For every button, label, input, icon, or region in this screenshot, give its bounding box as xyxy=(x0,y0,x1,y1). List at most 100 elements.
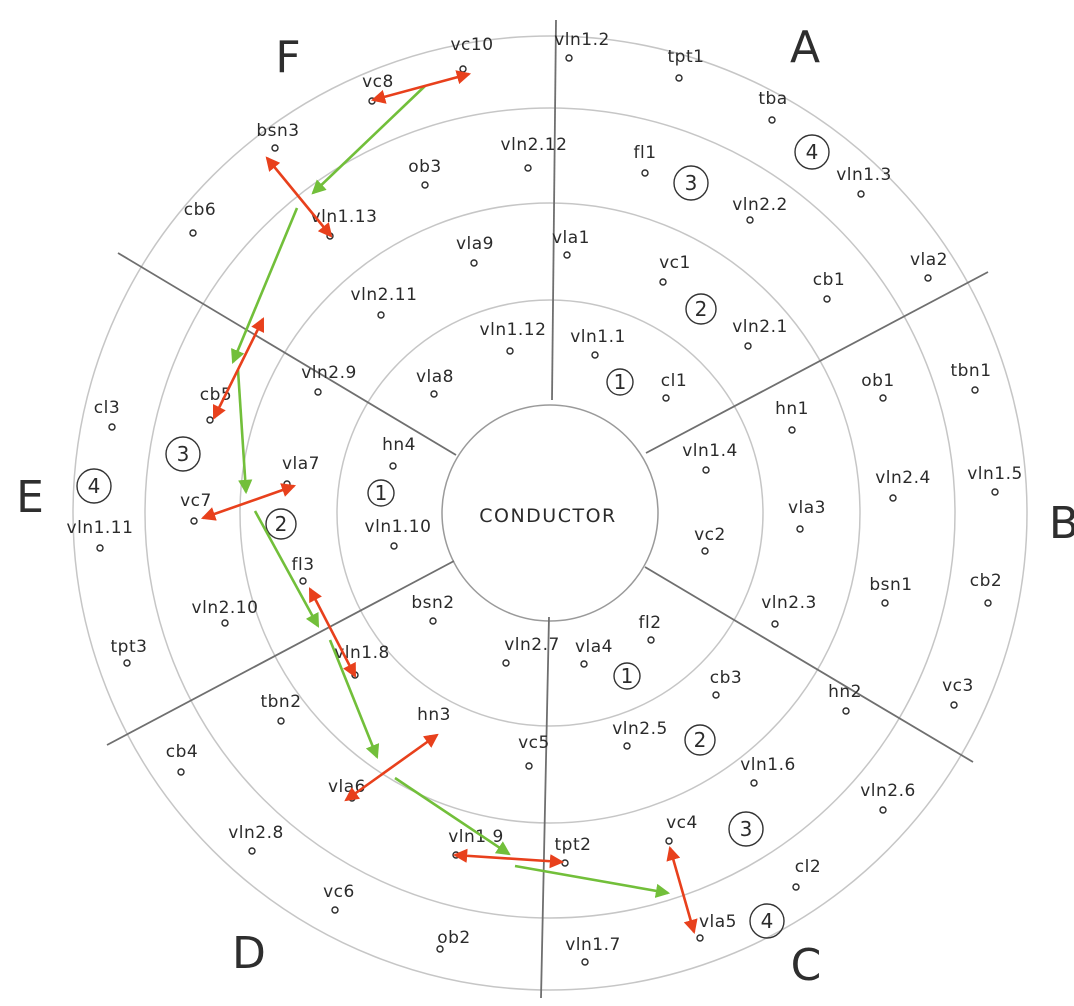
player-label: tpt3 xyxy=(111,637,148,657)
player-label: vln2.4 xyxy=(875,468,931,488)
player-vla7: vla7 xyxy=(282,454,320,488)
ring-numbers: 1 2 3 4 1 2 3 4 1 2 3 4 xyxy=(76,134,830,939)
seat-marker xyxy=(506,347,514,355)
player-label: vln2.11 xyxy=(351,285,418,305)
svg-text:4: 4 xyxy=(761,909,774,933)
player-label: vla4 xyxy=(575,637,613,657)
seat-marker xyxy=(971,386,979,394)
player-label: bsn2 xyxy=(411,593,454,613)
ring-outer xyxy=(72,35,1028,991)
svg-text:3: 3 xyxy=(740,817,753,841)
seat-marker xyxy=(879,806,887,814)
seat-marker xyxy=(108,423,116,431)
player-vln2-9: vln2.9 xyxy=(301,363,357,396)
player-label: vc5 xyxy=(518,733,550,753)
ring-number-e1: 1 xyxy=(367,479,395,507)
svg-text:2: 2 xyxy=(695,297,708,321)
seat-marker xyxy=(768,116,776,124)
seat-marker xyxy=(271,144,279,152)
svg-text:1: 1 xyxy=(621,664,634,688)
player-label: vc8 xyxy=(362,72,394,92)
player-label: vln1.12 xyxy=(480,320,547,340)
seat-marker xyxy=(701,547,709,555)
player-label: bsn3 xyxy=(256,121,299,141)
section-letter-f: F xyxy=(275,32,300,83)
player-label: vln1.10 xyxy=(365,517,432,537)
player-cl2: cl2 xyxy=(792,857,821,891)
section-letters: A B C D E F xyxy=(16,22,1074,991)
player-ob1: ob1 xyxy=(861,371,895,402)
seat-marker xyxy=(580,660,588,668)
player-label: vla9 xyxy=(456,234,494,254)
player-cb2: cb2 xyxy=(970,571,1002,607)
seat-marker xyxy=(248,847,256,855)
player-label: vln2.9 xyxy=(301,363,357,383)
divider-lower-left xyxy=(106,560,455,746)
player-cb1: cb1 xyxy=(813,270,845,303)
player-label: vln1.6 xyxy=(740,755,796,775)
swap-arrow xyxy=(370,70,472,104)
seat-marker xyxy=(581,958,589,966)
player-bsn1: bsn1 xyxy=(869,575,912,607)
player-label: ob1 xyxy=(861,371,895,391)
player-hn1: hn1 xyxy=(775,399,809,434)
swap-arrow xyxy=(212,317,265,420)
player-label: vc4 xyxy=(666,813,698,833)
player-vln1-4: vln1.4 xyxy=(682,441,737,474)
seat-marker xyxy=(525,762,533,770)
player-label: fl3 xyxy=(291,555,314,575)
seat-marker xyxy=(881,599,889,607)
player-bsn3: bsn3 xyxy=(256,121,299,152)
player-label: vla3 xyxy=(788,498,826,518)
seat-marker xyxy=(314,388,322,396)
divider-upper-left xyxy=(117,252,457,456)
player-vln1-12: vln1.12 xyxy=(480,320,547,355)
player-vla5: vla5 xyxy=(696,912,737,942)
seat-marker xyxy=(561,859,569,867)
section-letter-d: D xyxy=(232,928,266,979)
ring-4 xyxy=(144,107,956,919)
seat-marker xyxy=(991,488,999,496)
seat-marker xyxy=(647,636,655,644)
seat-marker xyxy=(430,390,438,398)
svg-text:3: 3 xyxy=(177,442,190,466)
player-tbn2: tbn2 xyxy=(260,692,301,725)
player-label: vc2 xyxy=(694,525,726,545)
conductor-label: CONDUCTOR xyxy=(479,505,617,527)
player-cl1: cl1 xyxy=(661,371,687,402)
seat-marker xyxy=(436,945,444,953)
player-vln2-12: vln2.12 xyxy=(501,135,567,172)
section-dividers xyxy=(106,19,989,999)
player-label: hn1 xyxy=(775,399,809,419)
swap-arrow xyxy=(308,587,357,678)
seat-marker xyxy=(788,426,796,434)
seat-marker xyxy=(331,906,339,914)
swap-arrow xyxy=(265,156,333,238)
player-label: vln2.3 xyxy=(761,593,817,613)
seat-marker xyxy=(591,351,599,359)
player-vln1-7: vln1.7 xyxy=(565,935,620,966)
player-label: ob3 xyxy=(408,157,442,177)
player-label: vla2 xyxy=(910,250,948,270)
svg-text:1: 1 xyxy=(614,370,627,394)
player-label: vc3 xyxy=(942,676,974,696)
seat-marker xyxy=(675,74,683,82)
seat-marker xyxy=(565,54,573,62)
player-label: bsn1 xyxy=(869,575,912,595)
player-label: vln2.1 xyxy=(732,317,788,337)
seat-marker xyxy=(177,768,185,776)
ring-number-c1: 1 xyxy=(613,662,641,690)
player-tbn1: tbn1 xyxy=(950,361,991,394)
player-label: tbn1 xyxy=(950,361,991,381)
seat-marker xyxy=(879,394,887,402)
seat-marker xyxy=(623,742,631,750)
seat-marker xyxy=(502,659,510,667)
seat-marker xyxy=(857,190,865,198)
player-vla8: vla8 xyxy=(416,367,454,398)
seat-marker xyxy=(123,659,131,667)
player-label: vln1.11 xyxy=(67,518,134,538)
player-tpt1: tpt1 xyxy=(668,47,704,82)
player-fl1: fl1 xyxy=(633,143,656,177)
player-label: vc7 xyxy=(180,491,212,511)
player-label: cl1 xyxy=(661,371,687,391)
